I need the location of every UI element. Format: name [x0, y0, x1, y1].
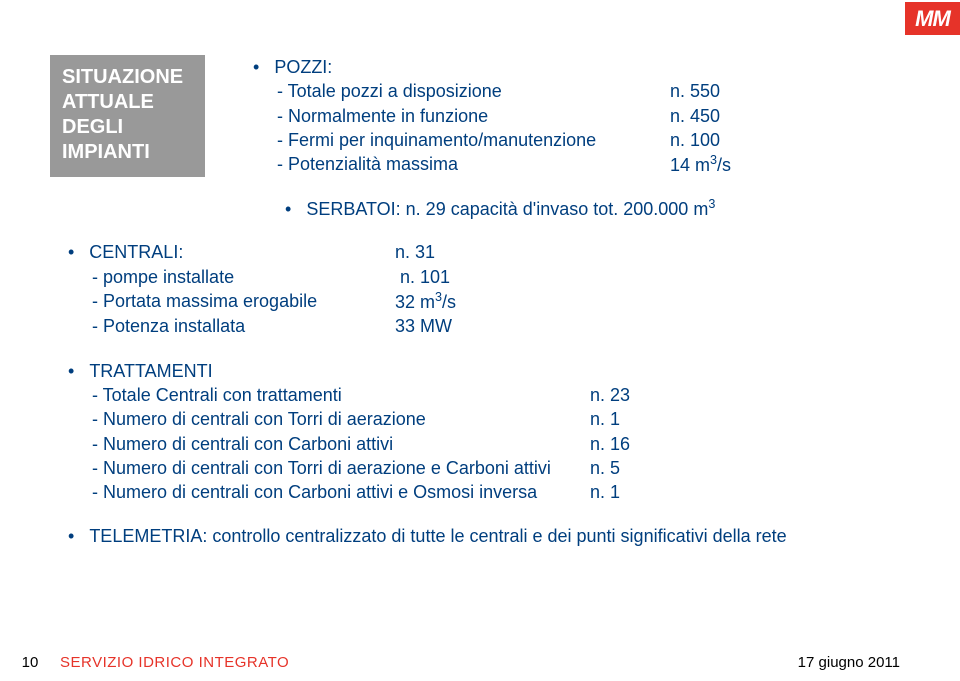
trattamenti-row: - Numero di centrali con Torri di aerazi… — [50, 456, 910, 480]
centrali-label: • CENTRALI: — [50, 240, 395, 264]
pozzi-value: n. 100 — [670, 128, 720, 152]
title-line: ATTUALE — [62, 90, 193, 115]
pozzi-block: • POZZI: - Totale pozzi a disposizione n… — [235, 55, 910, 177]
pozzi-label: - Potenzialità massima — [235, 152, 670, 177]
pozzi-row: - Normalmente in funzione n. 450 — [235, 104, 910, 128]
footer: 10 SERVIZIO IDRICO INTEGRATO 17 giugno 2… — [0, 649, 960, 676]
trattamenti-value: n. 16 — [590, 432, 630, 456]
page-number: 10 — [0, 654, 60, 671]
centrali-row: - Potenza installata 33 MW — [50, 314, 910, 338]
trattamenti-value: n. 23 — [590, 383, 630, 407]
footer-date: 17 giugno 2011 — [798, 654, 960, 671]
pozzi-header: • POZZI: — [253, 55, 910, 79]
serbatoi-line: • SERBATOI: n. 29 capacità d'invaso tot.… — [285, 197, 910, 220]
trattamenti-row: - Numero di centrali con Torri di aerazi… — [50, 407, 910, 431]
centrali-label: - Portata massima erogabile — [50, 289, 395, 314]
pozzi-value: n. 450 — [670, 104, 720, 128]
trattamenti-row: - Totale Centrali con trattamenti n. 23 — [50, 383, 910, 407]
pozzi-label: - Normalmente in funzione — [235, 104, 670, 128]
telemetria-line: • TELEMETRIA: controllo centralizzato di… — [50, 526, 910, 547]
footer-title: SERVIZIO IDRICO INTEGRATO — [60, 654, 798, 671]
centrali-label: - Potenza installata — [50, 314, 395, 338]
trattamenti-block: • TRATTAMENTI - Totale Centrali con trat… — [50, 359, 910, 505]
centrali-value: 33 MW — [395, 314, 452, 338]
trattamenti-label: - Numero di centrali con Carboni attivi … — [50, 480, 590, 504]
trattamenti-label: - Numero di centrali con Torri di aerazi… — [50, 456, 590, 480]
pozzi-value: 14 m3/s — [670, 152, 731, 177]
centrali-label: - pompe installate — [50, 265, 395, 289]
centrali-value: n. 101 — [395, 265, 450, 289]
mm-logo: MM — [905, 2, 960, 35]
centrali-value: n. 31 — [395, 240, 435, 264]
centrali-row: - Portata massima erogabile 32 m3/s — [50, 289, 910, 314]
pozzi-value: n. 550 — [670, 79, 720, 103]
trattamenti-value: n. 5 — [590, 456, 620, 480]
pozzi-row: - Totale pozzi a disposizione n. 550 — [235, 79, 910, 103]
section-title-box: SITUAZIONE ATTUALE DEGLI IMPIANTI — [50, 55, 205, 177]
pozzi-label: - Totale pozzi a disposizione — [235, 79, 670, 103]
trattamenti-label: - Numero di centrali con Torri di aerazi… — [50, 407, 590, 431]
trattamenti-label: - Numero di centrali con Carboni attivi — [50, 432, 590, 456]
trattamenti-header: • TRATTAMENTI — [50, 359, 910, 383]
centrali-value: 32 m3/s — [395, 289, 456, 314]
pozzi-row: - Potenzialità massima 14 m3/s — [235, 152, 910, 177]
centrali-row: - pompe installate n. 101 — [50, 265, 910, 289]
pozzi-row: - Fermi per inquinamento/manutenzione n.… — [235, 128, 910, 152]
title-line: DEGLI — [62, 115, 193, 140]
centrali-row: • CENTRALI: n. 31 — [50, 240, 910, 264]
trattamenti-value: n. 1 — [590, 407, 620, 431]
pozzi-label: - Fermi per inquinamento/manutenzione — [235, 128, 670, 152]
top-row: SITUAZIONE ATTUALE DEGLI IMPIANTI • POZZ… — [50, 55, 910, 177]
slide-content: SITUAZIONE ATTUALE DEGLI IMPIANTI • POZZ… — [50, 55, 910, 547]
centrali-block: • CENTRALI: n. 31 - pompe installate n. … — [50, 240, 910, 338]
title-line: IMPIANTI — [62, 140, 193, 165]
title-line: SITUAZIONE — [62, 65, 193, 90]
trattamenti-label: - Totale Centrali con trattamenti — [50, 383, 590, 407]
trattamenti-row: - Numero di centrali con Carboni attivi … — [50, 480, 910, 504]
trattamenti-value: n. 1 — [590, 480, 620, 504]
trattamenti-row: - Numero di centrali con Carboni attivi … — [50, 432, 910, 456]
